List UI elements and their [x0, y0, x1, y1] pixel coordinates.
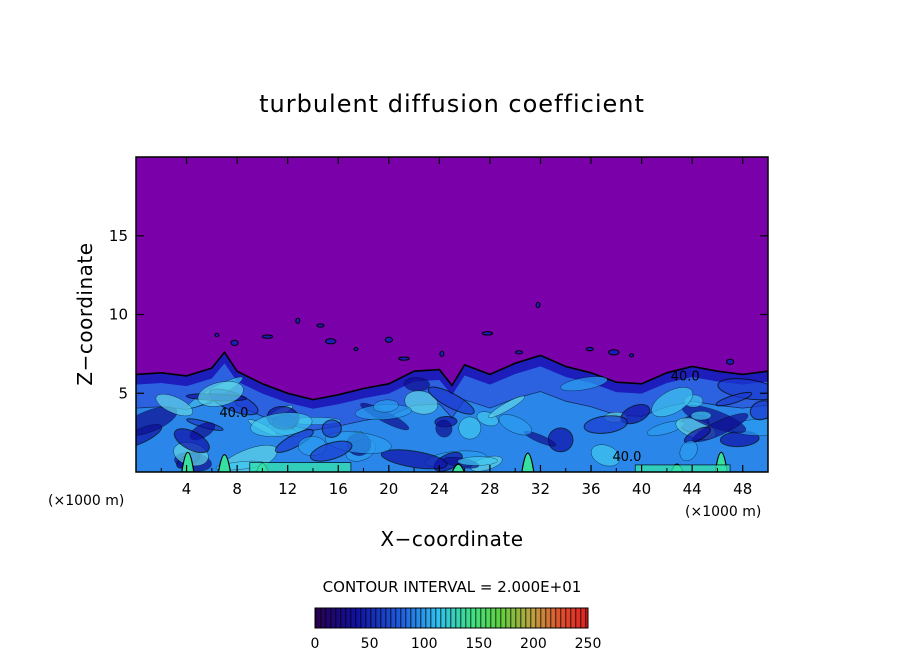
detached-patch	[353, 347, 359, 352]
eddy	[498, 414, 533, 436]
colorbar-tick-label: 50	[361, 636, 379, 652]
eddy	[197, 381, 244, 407]
eddy	[679, 440, 698, 462]
eddy	[457, 456, 498, 466]
y-tick-label: 5	[118, 384, 128, 402]
colorbar-tick-label: 250	[575, 636, 602, 652]
x-tick-label: 28	[480, 480, 499, 498]
eddy	[715, 391, 753, 407]
colorbar-stripes	[315, 608, 588, 628]
x-tick-label: 12	[278, 480, 297, 498]
chart-title: turbulent diffusion coefficient	[259, 90, 645, 118]
colorbar-tick-label: 150	[465, 636, 492, 652]
colorbar-tick-label: 100	[411, 636, 438, 652]
eddy	[321, 419, 342, 438]
detached-patch	[608, 349, 620, 356]
contour-label: 40.0	[671, 370, 700, 385]
detached-patch	[514, 350, 524, 355]
eddy	[250, 412, 313, 437]
x-units-left: (×1000 m)	[48, 493, 124, 509]
eddy	[155, 393, 193, 417]
surface-band	[249, 462, 352, 472]
eddy	[690, 410, 712, 421]
x-tick-label: 8	[232, 480, 242, 498]
x-tick-label: 32	[531, 480, 550, 498]
x-tick-label: 36	[581, 480, 600, 498]
eddy	[373, 399, 399, 413]
detached-patch	[535, 301, 541, 309]
x-tick-label: 24	[430, 480, 449, 498]
contour-label: 40.0	[613, 450, 642, 465]
eddy	[651, 387, 694, 417]
eddy	[488, 395, 525, 418]
detached-patch	[398, 356, 410, 361]
contour-interval-text: CONTOUR INTERVAL = 2.000E+01	[323, 578, 582, 596]
x-units-right: (×1000 m)	[685, 504, 761, 520]
detached-patch	[261, 334, 274, 339]
eddy	[458, 416, 482, 440]
colorbar-frame	[314, 607, 589, 629]
x-tick-label: 48	[733, 480, 752, 498]
x-tick-label: 44	[683, 480, 702, 498]
surface-band	[634, 464, 731, 472]
detached-patch	[585, 347, 594, 352]
eddy	[683, 426, 711, 444]
eddy	[583, 415, 628, 434]
detached-patch	[384, 336, 393, 343]
detached-patch	[214, 332, 220, 338]
x-tick-label: 20	[379, 480, 398, 498]
detached-patch	[316, 323, 325, 328]
eddy	[435, 419, 453, 438]
eddy	[309, 440, 353, 462]
eddy	[560, 376, 608, 392]
eddy	[590, 444, 621, 467]
detached-patch	[629, 353, 634, 358]
detached-patch	[481, 331, 494, 336]
x-tick-label: 16	[329, 480, 348, 498]
detached-patch	[295, 317, 301, 324]
plot-area: 40.0 40.0 40.0	[136, 157, 768, 472]
contour-label: 40.0	[219, 406, 248, 421]
detached-patch	[726, 358, 735, 365]
eddy	[427, 386, 475, 415]
x-tick-label: 4	[182, 480, 192, 498]
eddy	[173, 428, 210, 454]
detached-patch	[325, 338, 337, 345]
detached-patch	[439, 350, 445, 357]
y-tick-label: 15	[109, 227, 128, 245]
eddy	[404, 390, 439, 415]
y-axis-label: Z−coordinate	[73, 242, 97, 385]
colorbar-tick-label: 200	[520, 636, 547, 652]
colorbar: 0 50 100 150 200 250	[311, 607, 602, 652]
eddy	[274, 429, 314, 453]
y-tick-label: 10	[109, 306, 128, 324]
x-tick-label: 40	[632, 480, 651, 498]
eddy	[380, 449, 448, 470]
colorbar-tick-label: 0	[311, 636, 320, 652]
x-axis-label: X−coordinate	[380, 527, 523, 551]
eddy	[717, 378, 768, 401]
detached-patch	[230, 339, 239, 346]
